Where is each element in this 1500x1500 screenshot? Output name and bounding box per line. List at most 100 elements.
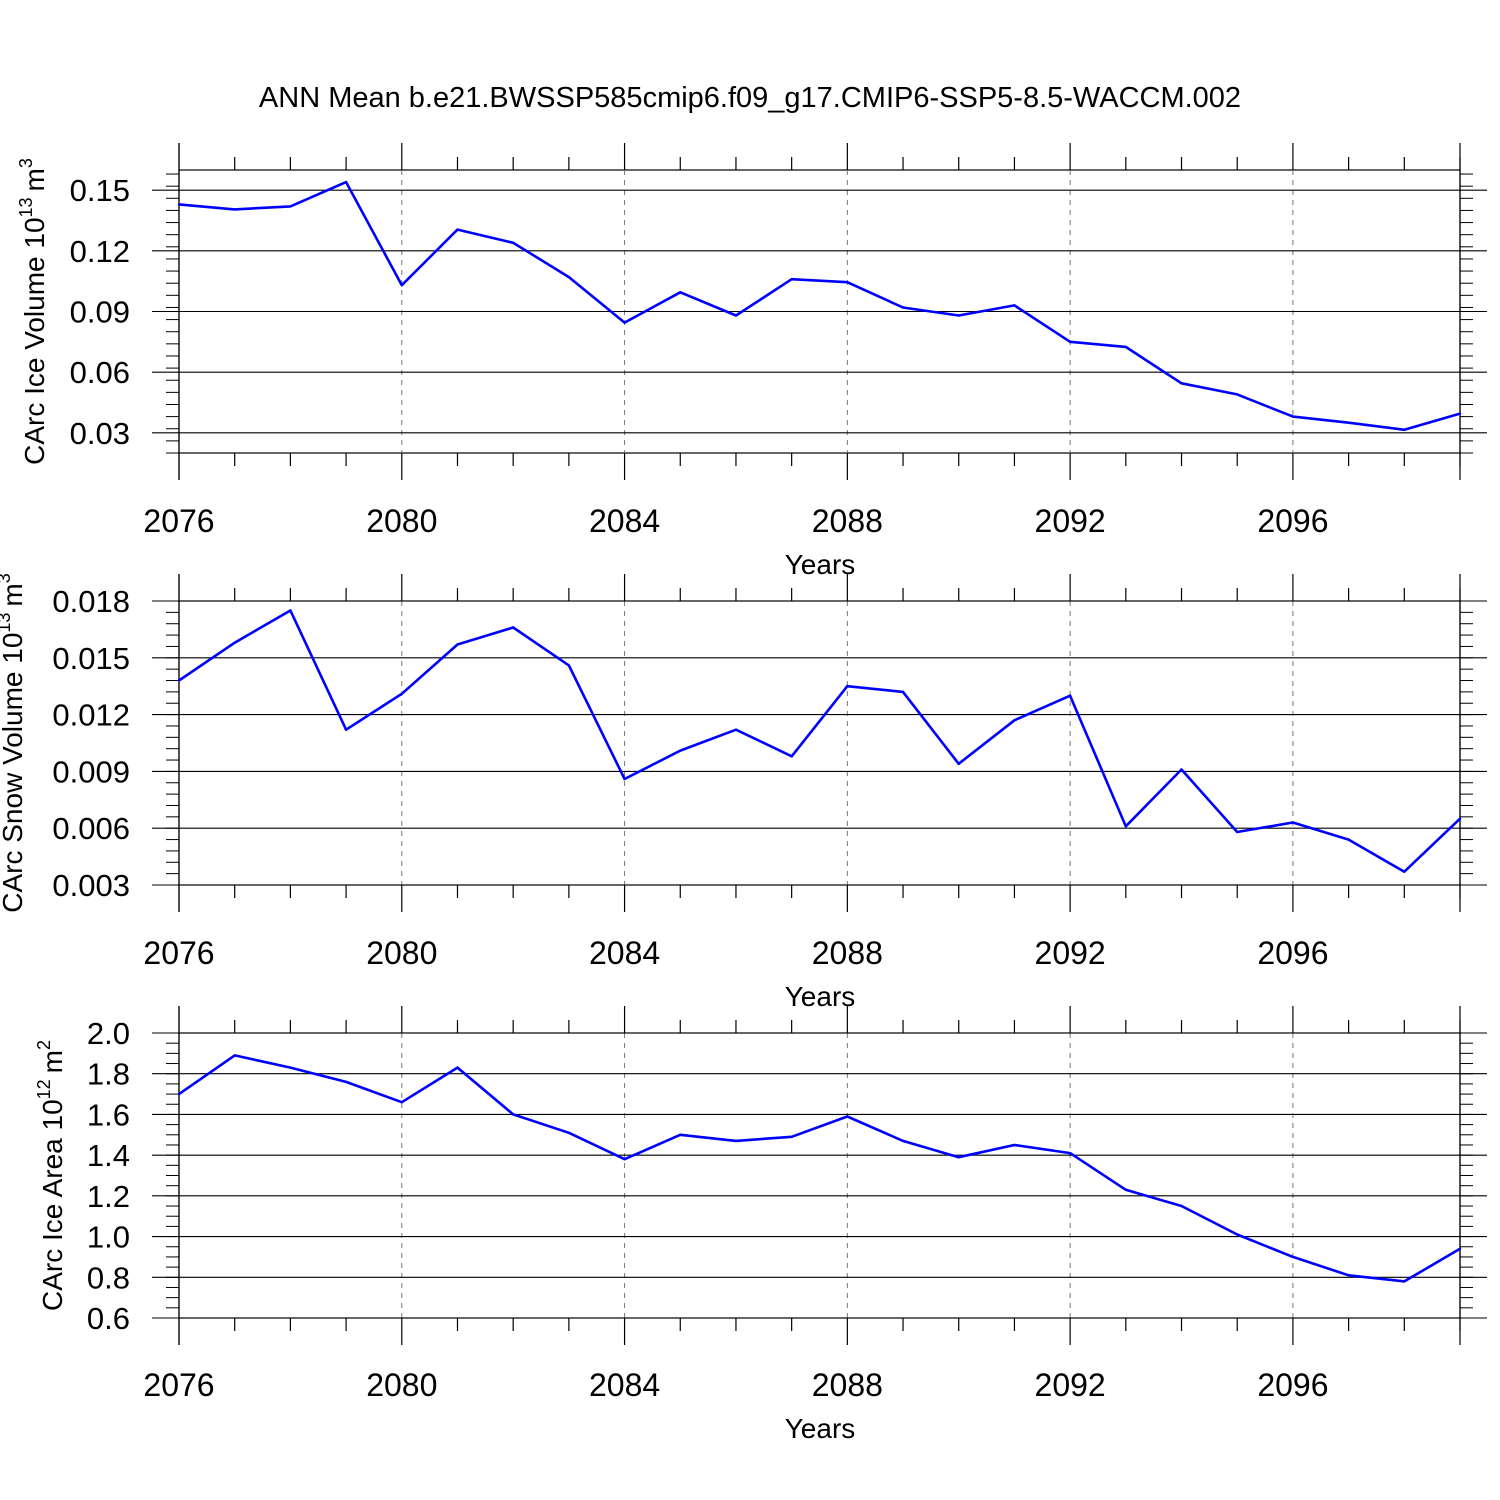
y-tick-label: 0.06: [70, 355, 130, 390]
y-tick-label: 0.009: [52, 754, 130, 789]
data-point: [1458, 412, 1462, 415]
data-point: [1347, 421, 1350, 424]
panel-1: 2076 2080 2084 2088 2092 2096 Years 0.03 0.06 0.0…: [16, 143, 1487, 580]
y-axis-label-ylabel-unit: m: [19, 168, 50, 191]
data-point: [1180, 768, 1183, 771]
y-axis-label-ylabel: CArc Ice Area 10: [37, 1099, 68, 1311]
y-tick-label: 1.0: [87, 1220, 130, 1255]
data-point: [567, 1131, 571, 1135]
data-point: [1236, 393, 1239, 396]
y-tick-label: 0.8: [87, 1260, 130, 1295]
data-point: [846, 685, 849, 688]
y-tick-label: 0.09: [70, 295, 130, 330]
y-tick-label: 0.6: [87, 1301, 130, 1336]
y-axis-label-ylabel-exp: 13: [0, 613, 14, 633]
x-axis-label: Years: [785, 1413, 856, 1444]
data-point: [456, 228, 459, 231]
data-point: [1347, 838, 1350, 841]
data-point: [846, 1115, 849, 1118]
panel-2: 2076 2080 2084 2088 2092 2096 Years 0.003 0.006 0…: [0, 573, 1487, 1012]
data-point: [289, 609, 292, 612]
data-point: [790, 278, 793, 281]
data-point: [567, 275, 571, 279]
y-axis-label-ylabel-unit: m: [0, 583, 28, 606]
y-tick-label: 1.4: [87, 1138, 130, 1173]
y-axis-label: CArc Ice Volume 1013 m3: [16, 158, 50, 465]
y-axis-label-ylabel: CArc Snow Volume 10: [0, 633, 28, 913]
y-axis-label-ylabel: CArc Ice Volume 10: [19, 217, 50, 464]
data-point: [1403, 1280, 1406, 1283]
x-tick-label: 2080: [366, 1367, 437, 1403]
x-axis-label: Years: [785, 549, 856, 580]
data-point: [1124, 825, 1128, 828]
x-tick-label: 2096: [1257, 503, 1328, 539]
data-point: [400, 1101, 403, 1104]
y-tick-label: 0.006: [52, 811, 130, 846]
data-point: [957, 762, 960, 765]
y-tick-label: 0.03: [70, 416, 130, 451]
data-point: [289, 1066, 292, 1069]
data-point: [289, 205, 292, 208]
x-tick-label: 2088: [812, 503, 883, 539]
y-tick-label: 0.018: [52, 584, 130, 619]
y-tick-label: 0.12: [70, 234, 130, 269]
data-point: [901, 690, 905, 694]
data-point: [400, 692, 403, 695]
data-point: [1291, 821, 1295, 824]
x-tick-label: 2092: [1035, 935, 1106, 971]
chart-title: ANN Mean b.e21.BWSSP585cmip6.f09_g17.CMI…: [259, 82, 1241, 114]
data-point: [567, 664, 571, 667]
data-point: [790, 1135, 793, 1139]
data-point: [512, 241, 515, 244]
plot-frame: [178, 1032, 1461, 1319]
data-point: [957, 1156, 960, 1159]
y-tick-label: 0.15: [70, 173, 130, 208]
x-tick-label: 2084: [589, 1367, 660, 1403]
data-point: [901, 306, 905, 309]
data-point: [623, 777, 626, 781]
plot-frame: [178, 600, 1461, 886]
data-point: [1013, 304, 1016, 307]
y-axis-label-ylabel-unit-exp: 3: [0, 573, 14, 583]
x-axis-label: Years: [785, 981, 856, 1012]
data-point: [623, 1158, 626, 1161]
data-point: [846, 281, 849, 284]
y-tick-label: 1.6: [87, 1097, 130, 1132]
data-point: [734, 1139, 738, 1143]
series-line: [178, 1054, 1461, 1283]
y-tick-label: 1.2: [87, 1179, 130, 1214]
data-point: [1236, 830, 1239, 834]
data-point: [1068, 1151, 1072, 1155]
data-point: [177, 1092, 181, 1096]
data-point: [177, 203, 181, 206]
x-tick-label: 2080: [366, 935, 437, 971]
x-tick-label: 2088: [812, 1367, 883, 1403]
data-point: [1013, 719, 1016, 722]
data-point: [1347, 1274, 1350, 1277]
data-point: [1068, 694, 1072, 697]
series-line: [178, 180, 1461, 432]
x-tick-label: 2076: [143, 935, 214, 971]
data-point: [233, 641, 236, 644]
data-point: [1236, 1233, 1239, 1236]
data-point: [679, 1133, 682, 1137]
data-point: [344, 1080, 348, 1084]
data-point: [1291, 1255, 1295, 1259]
data-point: [957, 314, 960, 317]
y-axis-label: CArc Snow Volume 1013 m3: [0, 573, 28, 913]
data-point: [679, 749, 682, 752]
data-point: [456, 1066, 459, 1069]
x-tick-label: 2084: [589, 935, 660, 971]
data-point: [344, 728, 348, 731]
x-tick-label: 2096: [1257, 935, 1328, 971]
data-point: [456, 643, 459, 646]
y-axis-label-ylabel-exp: 13: [16, 197, 36, 217]
data-point: [1180, 1204, 1183, 1208]
data-point: [1013, 1143, 1016, 1147]
data-point: [1180, 382, 1183, 385]
data-point: [1458, 817, 1462, 820]
y-axis-label: CArc Ice Area 1012 m2: [34, 1040, 68, 1311]
y-tick-label: 0.012: [52, 698, 130, 733]
data-point: [1291, 415, 1295, 418]
